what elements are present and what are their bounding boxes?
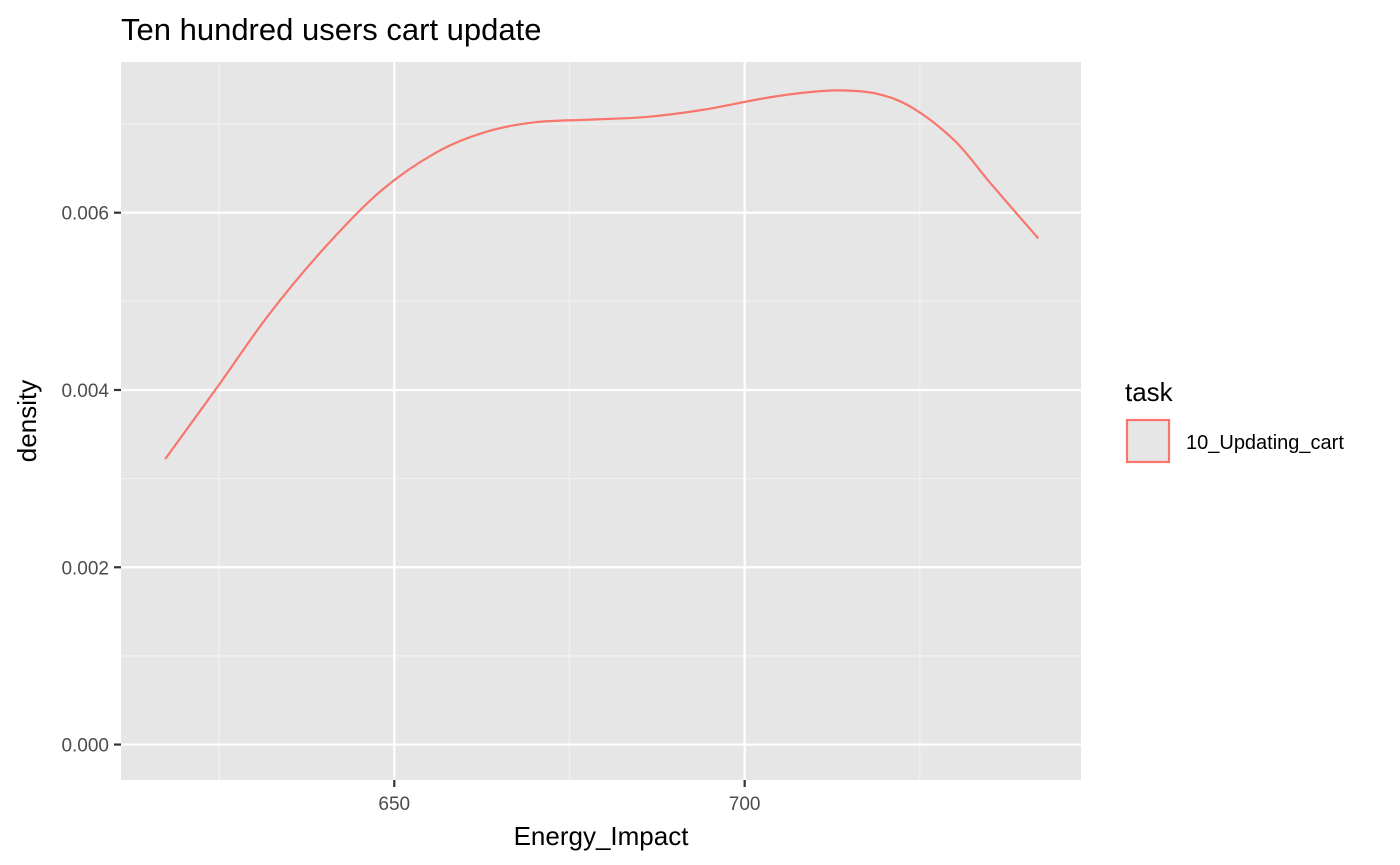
- grid-minor: [121, 62, 1081, 780]
- chart-title: Ten hundred users cart update: [121, 12, 542, 47]
- y-axis: 0.000 0.002 0.004 0.006: [61, 204, 121, 757]
- grid-major: [121, 62, 1081, 780]
- legend-key-swatch: [1125, 418, 1171, 464]
- y-tick-label: 0.006: [61, 204, 109, 225]
- x-axis-title: Energy_Impact: [514, 821, 690, 851]
- y-tick-label: 0.002: [61, 558, 109, 579]
- y-tick-label: 0.004: [61, 381, 109, 402]
- legend-label: 10_Updating_cart: [1186, 432, 1344, 454]
- x-tick-label: 700: [729, 794, 761, 815]
- x-tick-label: 650: [378, 794, 410, 815]
- legend: task 10_Updating_cart: [1125, 377, 1344, 464]
- y-tick-label: 0.000: [61, 736, 109, 757]
- y-axis-title: density: [12, 380, 42, 462]
- density-line-10_Updating_cart: [164, 89, 1040, 460]
- x-axis: 650 700: [378, 780, 761, 815]
- series-layer: [164, 89, 1040, 460]
- plot-panel: [121, 62, 1081, 780]
- legend-title: task: [1125, 377, 1174, 407]
